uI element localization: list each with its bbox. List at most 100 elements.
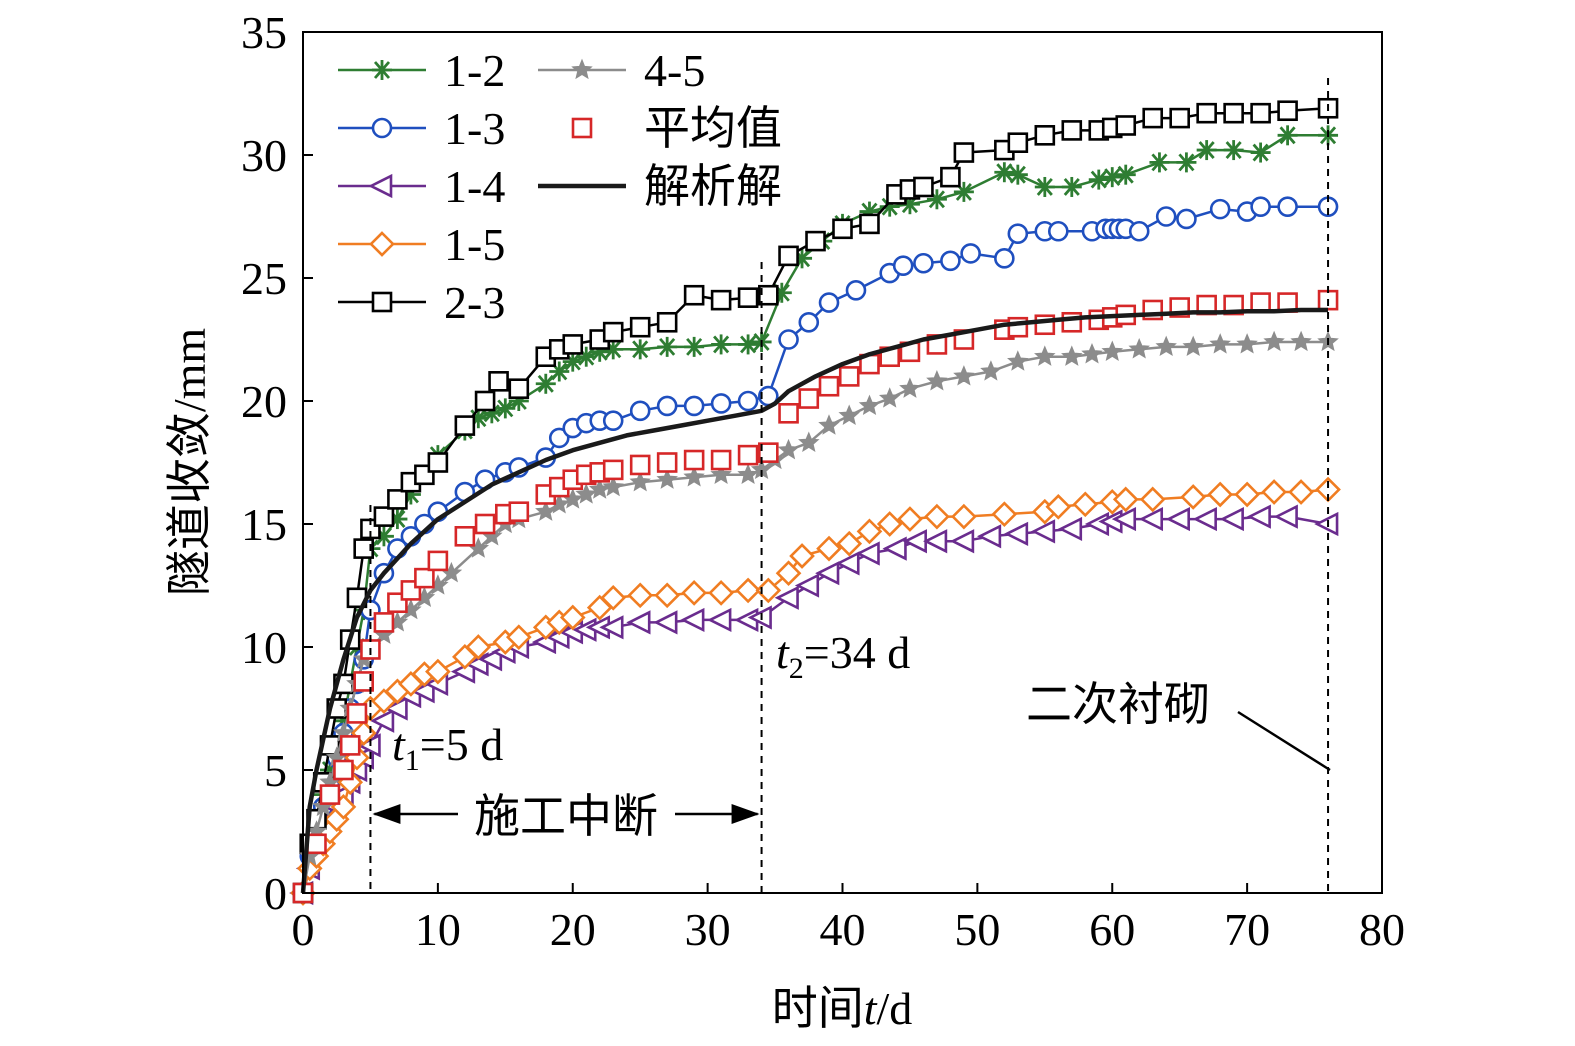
marker-triangle bbox=[1246, 504, 1271, 529]
y-tick-label: 20 bbox=[241, 376, 287, 427]
data-point bbox=[980, 360, 1002, 381]
marker-star bbox=[838, 404, 861, 425]
data-point bbox=[710, 463, 732, 484]
marker-square bbox=[333, 759, 354, 781]
marker-diamond bbox=[924, 503, 950, 530]
marker-diamond bbox=[775, 560, 802, 587]
marker-diamond bbox=[816, 535, 842, 562]
data-point bbox=[960, 243, 981, 264]
data-point bbox=[859, 213, 880, 235]
data-point bbox=[1273, 504, 1298, 529]
data-point bbox=[1102, 167, 1123, 188]
marker-circle bbox=[683, 395, 705, 417]
marker-square bbox=[832, 218, 853, 240]
marker-square bbox=[346, 703, 368, 724]
data-point bbox=[387, 489, 408, 510]
marker-star bbox=[737, 463, 759, 484]
marker-star bbox=[1209, 333, 1231, 354]
marker-triangle bbox=[855, 541, 880, 566]
data-point bbox=[339, 735, 361, 756]
data-point bbox=[994, 162, 1015, 183]
marker-square bbox=[1277, 100, 1298, 122]
marker-circle bbox=[994, 248, 1015, 269]
marker-star bbox=[602, 475, 624, 497]
marker-triangle bbox=[1003, 521, 1029, 546]
data-point bbox=[710, 289, 732, 311]
data-point bbox=[1246, 504, 1271, 529]
marker-square bbox=[940, 166, 961, 188]
data-point bbox=[1192, 506, 1217, 532]
data-point bbox=[789, 543, 815, 569]
data-point bbox=[1115, 164, 1136, 185]
legend-label: 2-3 bbox=[444, 277, 505, 328]
marker-square bbox=[1142, 107, 1164, 129]
data-point bbox=[1234, 481, 1260, 508]
data-point bbox=[1290, 330, 1312, 352]
data-point bbox=[373, 612, 395, 633]
marker-diamond bbox=[681, 580, 707, 606]
data-point bbox=[1209, 333, 1231, 354]
marker-square bbox=[371, 291, 393, 313]
marker-square bbox=[1007, 132, 1029, 153]
marker-diamond bbox=[559, 604, 586, 631]
data-point bbox=[755, 577, 782, 604]
marker-triangle bbox=[477, 647, 503, 672]
marker-triangle bbox=[370, 708, 395, 733]
marker-triangle bbox=[949, 529, 975, 554]
data-point bbox=[1219, 506, 1244, 532]
marker-triangle bbox=[902, 529, 927, 554]
legend-label: 1-4 bbox=[444, 161, 505, 212]
marker-star bbox=[858, 394, 881, 416]
data-point bbox=[758, 442, 779, 463]
marker-triangle bbox=[680, 607, 705, 633]
data-point bbox=[602, 475, 624, 497]
marker-circle bbox=[1048, 220, 1069, 242]
x-tick-label: 0 bbox=[292, 904, 315, 955]
data-point bbox=[711, 334, 732, 355]
marker-diamond bbox=[600, 584, 627, 611]
interruption-label: 施工中断 bbox=[474, 791, 658, 842]
data-point bbox=[1277, 196, 1298, 217]
x-tick-label: 40 bbox=[820, 904, 866, 955]
marker-triangle bbox=[1111, 506, 1137, 532]
data-point bbox=[835, 551, 860, 576]
data-point bbox=[383, 696, 408, 721]
marker-diamond bbox=[876, 511, 903, 537]
data-point bbox=[346, 703, 368, 724]
data-point bbox=[353, 671, 374, 692]
data-point bbox=[805, 230, 826, 252]
legend-marker bbox=[571, 117, 593, 139]
data-point bbox=[505, 624, 532, 650]
data-point bbox=[1142, 107, 1164, 129]
marker-diamond bbox=[1207, 481, 1233, 508]
legend-item-4-5: 4-5 bbox=[538, 45, 705, 96]
data-point bbox=[838, 366, 860, 387]
marker-star bbox=[1155, 335, 1177, 357]
marker-triangle bbox=[707, 607, 732, 633]
data-point bbox=[953, 142, 975, 163]
data-point bbox=[599, 615, 624, 640]
marker-square bbox=[953, 142, 975, 163]
marker-triangle bbox=[1273, 504, 1298, 529]
data-point bbox=[1196, 140, 1217, 161]
legend-marker bbox=[371, 291, 393, 313]
data-point bbox=[878, 387, 901, 408]
marker-square bbox=[508, 378, 530, 400]
marker-circle bbox=[710, 393, 732, 414]
data-point bbox=[427, 452, 449, 473]
marker-square bbox=[758, 442, 779, 463]
data-point bbox=[855, 541, 880, 566]
data-point bbox=[1048, 220, 1069, 242]
data-point bbox=[991, 501, 1018, 527]
x-tick-label: 30 bbox=[685, 904, 731, 955]
marker-triangle bbox=[815, 561, 840, 586]
data-point bbox=[454, 415, 476, 436]
marker-square bbox=[1250, 292, 1271, 313]
data-point bbox=[1261, 479, 1287, 505]
data-point bbox=[333, 759, 354, 781]
marker-circle bbox=[602, 410, 624, 431]
data-point bbox=[794, 573, 820, 598]
data-point bbox=[1061, 120, 1083, 141]
data-point bbox=[1250, 142, 1271, 163]
legend-item-1-2: 1-2 bbox=[338, 45, 505, 96]
